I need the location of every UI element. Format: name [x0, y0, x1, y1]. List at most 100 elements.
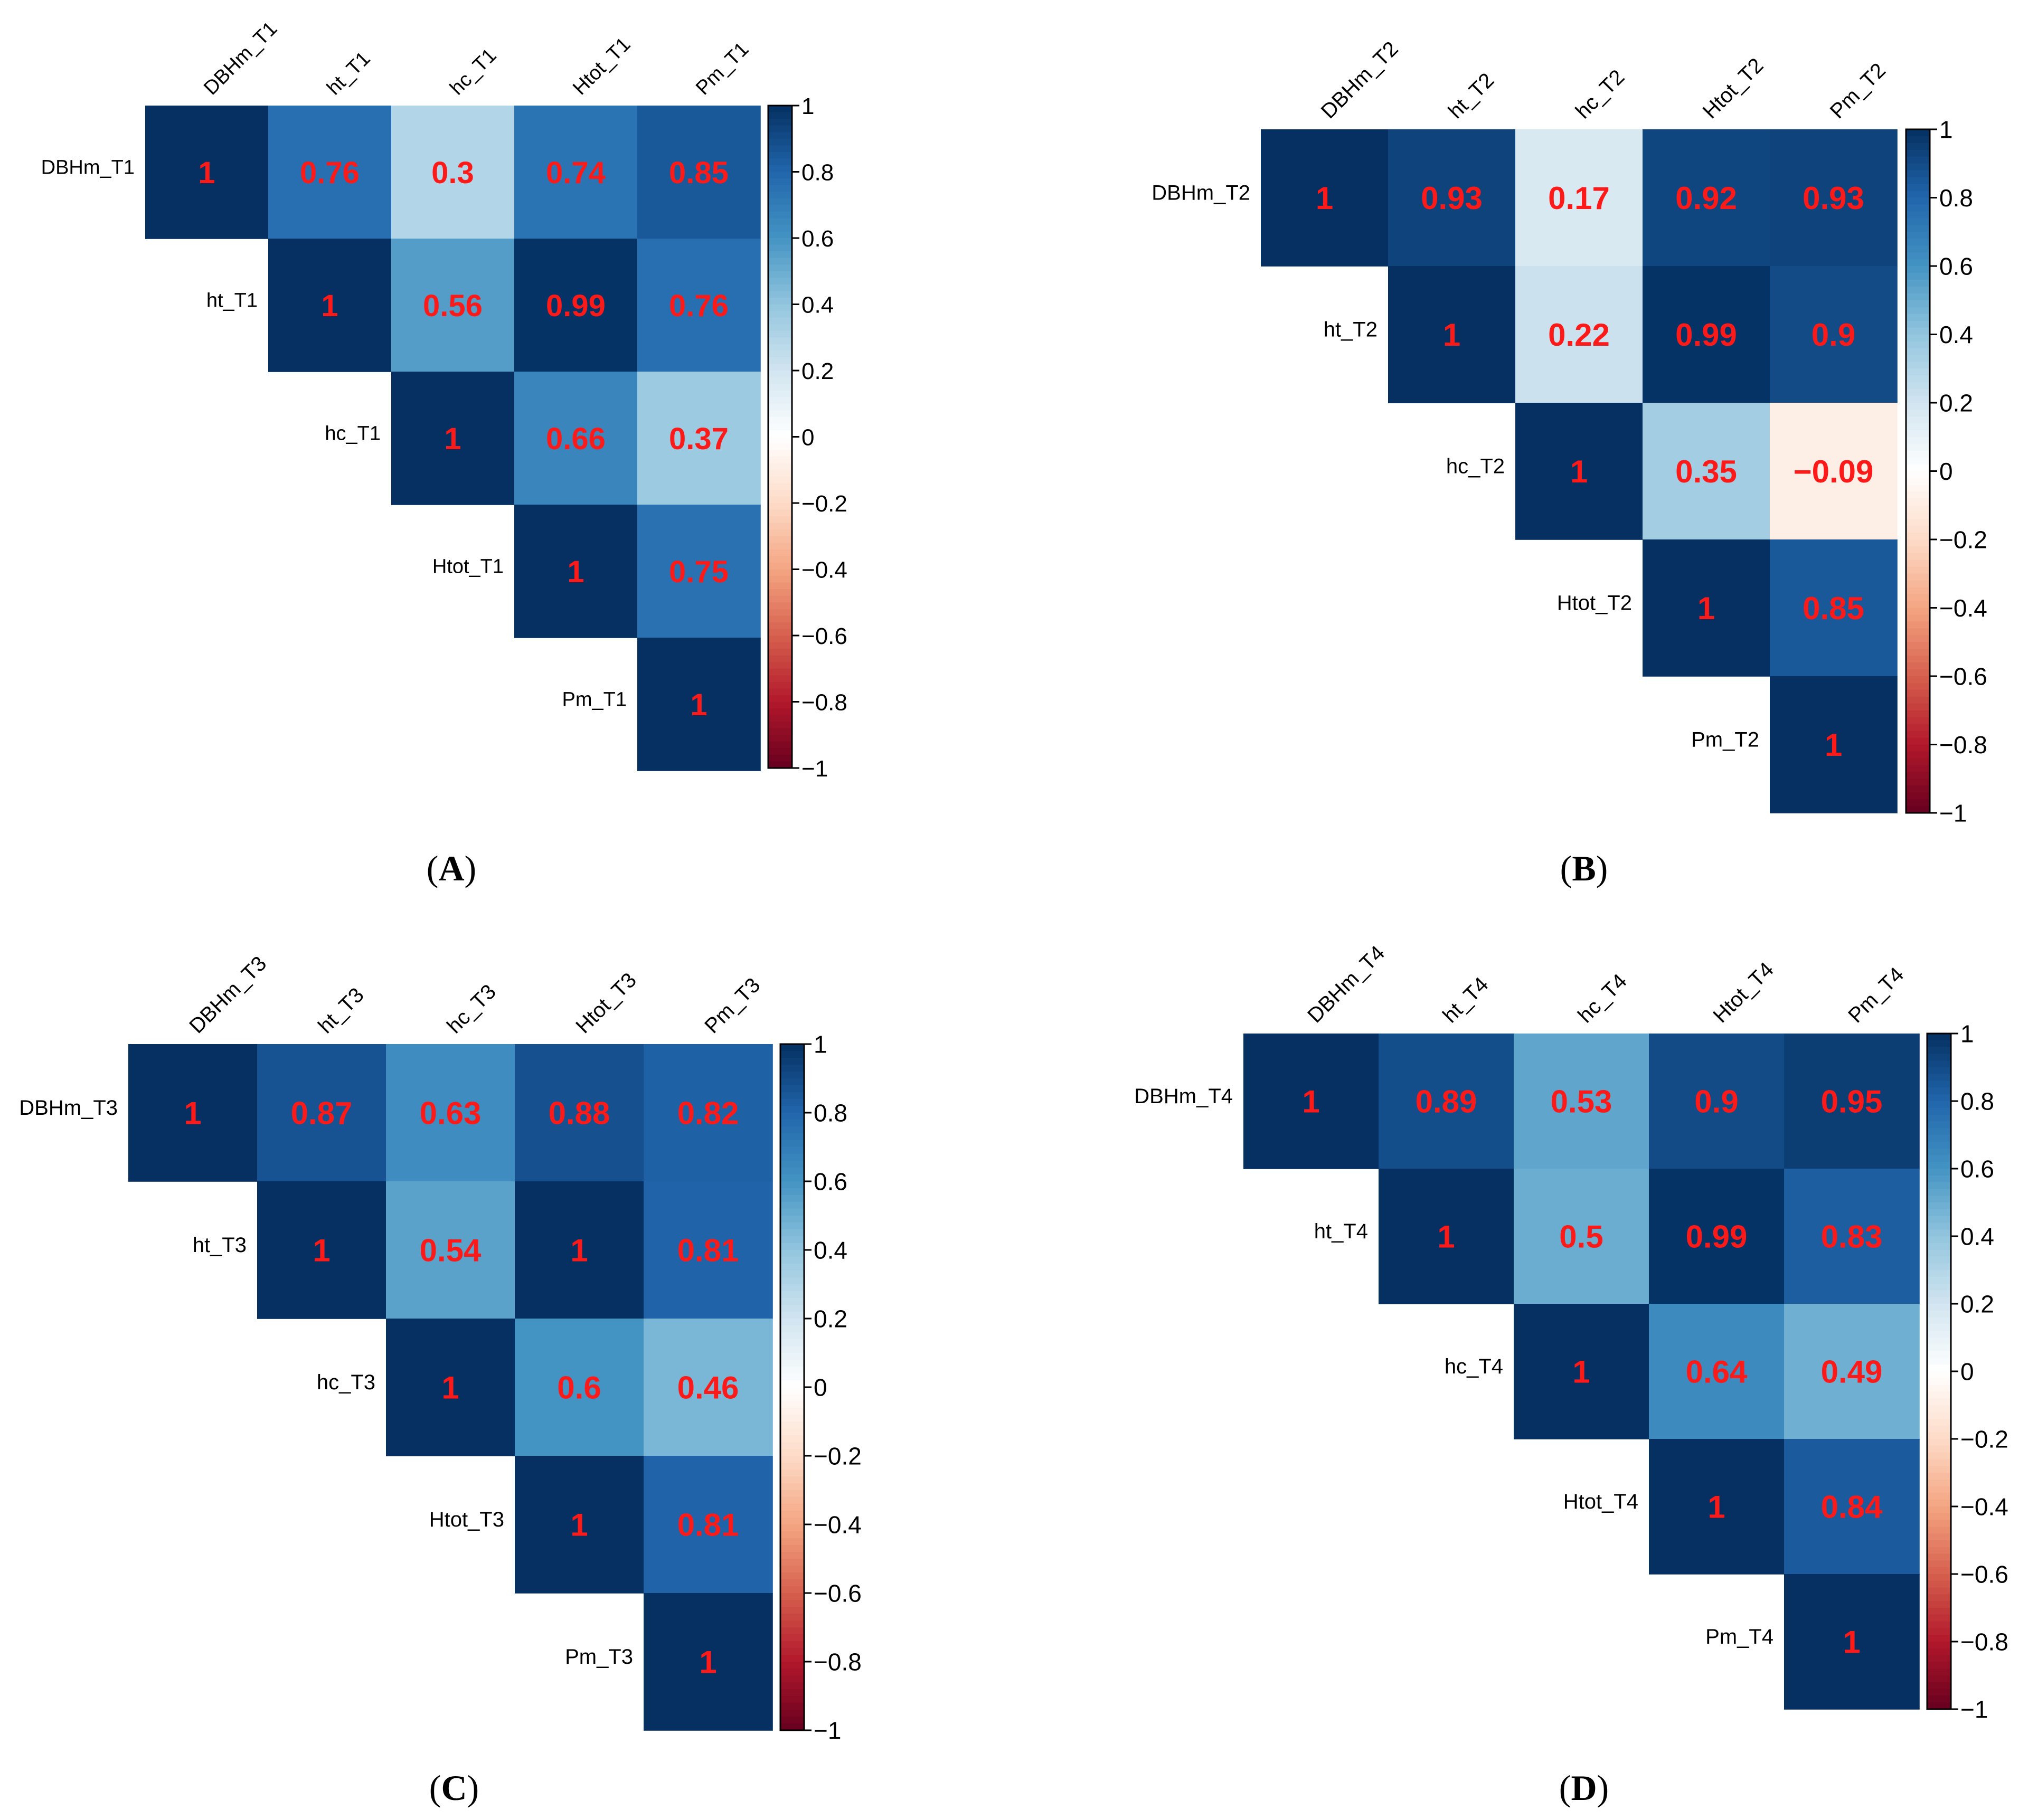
colorbar-swatch: [1927, 1628, 1951, 1635]
cell-value-label: 0.95: [1821, 1084, 1883, 1120]
colorbar-tick-label: 1: [1960, 1020, 1974, 1048]
colorbar-swatch: [780, 1662, 804, 1669]
colorbar-swatch: [1927, 1642, 1951, 1649]
cell-value-label: 0.84: [1821, 1490, 1883, 1525]
colorbar-swatch: [1906, 327, 1930, 335]
cell-value-label: 0.46: [677, 1370, 739, 1406]
cell-value-label: 0.76: [669, 289, 729, 323]
colorbar-swatch: [768, 655, 792, 662]
colorbar-swatch: [768, 668, 792, 676]
row-label: hc_T2: [1446, 455, 1505, 478]
colorbar-swatch: [1906, 245, 1930, 253]
colorbar-swatch: [1927, 1196, 1951, 1203]
colorbar-swatch: [1927, 1580, 1951, 1588]
colorbar-swatch: [768, 602, 792, 610]
colorbar-swatch: [1906, 204, 1930, 212]
colorbar-swatch: [1927, 1689, 1951, 1696]
cell-value-label: 1: [198, 156, 215, 190]
heatmap-cell: [1784, 1304, 1920, 1439]
colorbar-tick-label: 0: [801, 424, 814, 450]
colorbar-swatch: [780, 1298, 804, 1305]
colorbar-swatch: [780, 1620, 804, 1628]
colorbar-swatch: [1927, 1128, 1951, 1135]
colorbar-tick-label: 0.8: [801, 159, 834, 185]
colorbar-tick-label: −0.2: [801, 491, 847, 517]
colorbar-tick-label: 0.6: [814, 1168, 847, 1196]
heatmap-cell: [514, 372, 638, 505]
colorbar-swatch: [780, 1339, 804, 1347]
colorbar-swatch: [1906, 341, 1930, 349]
colorbar-swatch: [780, 1552, 804, 1559]
cell-value-label: 0.66: [546, 422, 606, 456]
colorbar-swatch: [780, 1202, 804, 1209]
colorbar-swatch: [780, 1181, 804, 1189]
row-label: Htot_T3: [429, 1508, 504, 1531]
colorbar-swatch: [780, 1250, 804, 1257]
column-label: Pm_T1: [692, 38, 753, 99]
colorbar-swatch: [1906, 279, 1930, 287]
colorbar-swatch: [768, 231, 792, 239]
colorbar-swatch: [780, 1305, 804, 1312]
colorbar-swatch: [780, 1545, 804, 1552]
colorbar-swatch: [1927, 1513, 1951, 1521]
row-label: hc_T3: [317, 1371, 375, 1394]
column-label: Htot_T1: [569, 33, 635, 99]
heatmap-cell: [1379, 1034, 1514, 1169]
colorbar-swatch: [1906, 614, 1930, 622]
colorbar-swatch: [780, 1538, 804, 1546]
colorbar-swatch: [1927, 1398, 1951, 1406]
colorbar-swatch: [1927, 1107, 1951, 1115]
cell-value-label: 1: [1316, 181, 1333, 216]
colorbar-swatch: [1927, 1344, 1951, 1352]
colorbar-swatch: [768, 311, 792, 318]
colorbar-swatch: [780, 1572, 804, 1580]
heatmap-cell: [1770, 403, 1898, 540]
colorbar-swatch: [1906, 252, 1930, 260]
colorbar-swatch: [1906, 163, 1930, 171]
colorbar-swatch: [1906, 560, 1930, 567]
colorbar-tick-label: 0.4: [1939, 321, 1973, 348]
cell-value-label: 0.64: [1686, 1354, 1748, 1390]
colorbar-swatch: [780, 1271, 804, 1278]
colorbar-tick-label: 0.2: [801, 358, 834, 384]
colorbar-tick-label: −0.8: [814, 1648, 862, 1676]
colorbar-swatch: [1906, 266, 1930, 273]
panel-label: (B): [1560, 848, 1608, 888]
colorbar-tick-label: −1: [801, 756, 828, 782]
colorbar-swatch: [768, 138, 792, 146]
colorbar-swatch: [768, 722, 792, 729]
colorbar-swatch: [768, 278, 792, 285]
colorbar-swatch: [768, 476, 792, 484]
colorbar-swatch: [1906, 566, 1930, 574]
colorbar-swatch: [780, 1051, 804, 1058]
colorbar-swatch: [768, 741, 792, 749]
colorbar-swatch: [1906, 792, 1930, 800]
column-label: hc_T1: [446, 44, 501, 99]
colorbar-swatch: [780, 1353, 804, 1360]
colorbar-swatch: [1927, 1317, 1951, 1325]
colorbar-swatch: [768, 384, 792, 391]
colorbar-swatch: [768, 636, 792, 643]
colorbar-swatch: [780, 1209, 804, 1216]
column-label: DBHm_T3: [185, 952, 271, 1038]
colorbar-swatch: [1927, 1675, 1951, 1683]
cell-value-label: 0.83: [1821, 1219, 1883, 1255]
colorbar-swatch: [780, 1236, 804, 1244]
colorbar-swatch: [1927, 1614, 1951, 1622]
colorbar-swatch: [768, 761, 792, 769]
colorbar: 1 0.8 0.6 0.4 0.2 0 −0.2 −0.4 −0.6 −0.8 −1: [1926, 1020, 2008, 1723]
colorbar-swatch: [780, 1394, 804, 1401]
row-label: ht_T3: [193, 1234, 247, 1257]
colorbar-swatch: [1927, 1669, 1951, 1676]
colorbar-swatch: [768, 688, 792, 696]
row-label: DBHm_T1: [41, 156, 135, 178]
heatmap-cell: [514, 106, 638, 239]
heatmap-cell: [1514, 1304, 1649, 1439]
colorbar-swatch: [1927, 1351, 1951, 1359]
colorbar-swatch: [780, 1044, 804, 1051]
colorbar-tick-label: −0.6: [1960, 1561, 2008, 1588]
colorbar-swatch: [1927, 1331, 1951, 1338]
colorbar-swatch: [1927, 1405, 1951, 1413]
colorbar-swatch: [1927, 1662, 1951, 1669]
colorbar-swatch: [780, 1421, 804, 1429]
